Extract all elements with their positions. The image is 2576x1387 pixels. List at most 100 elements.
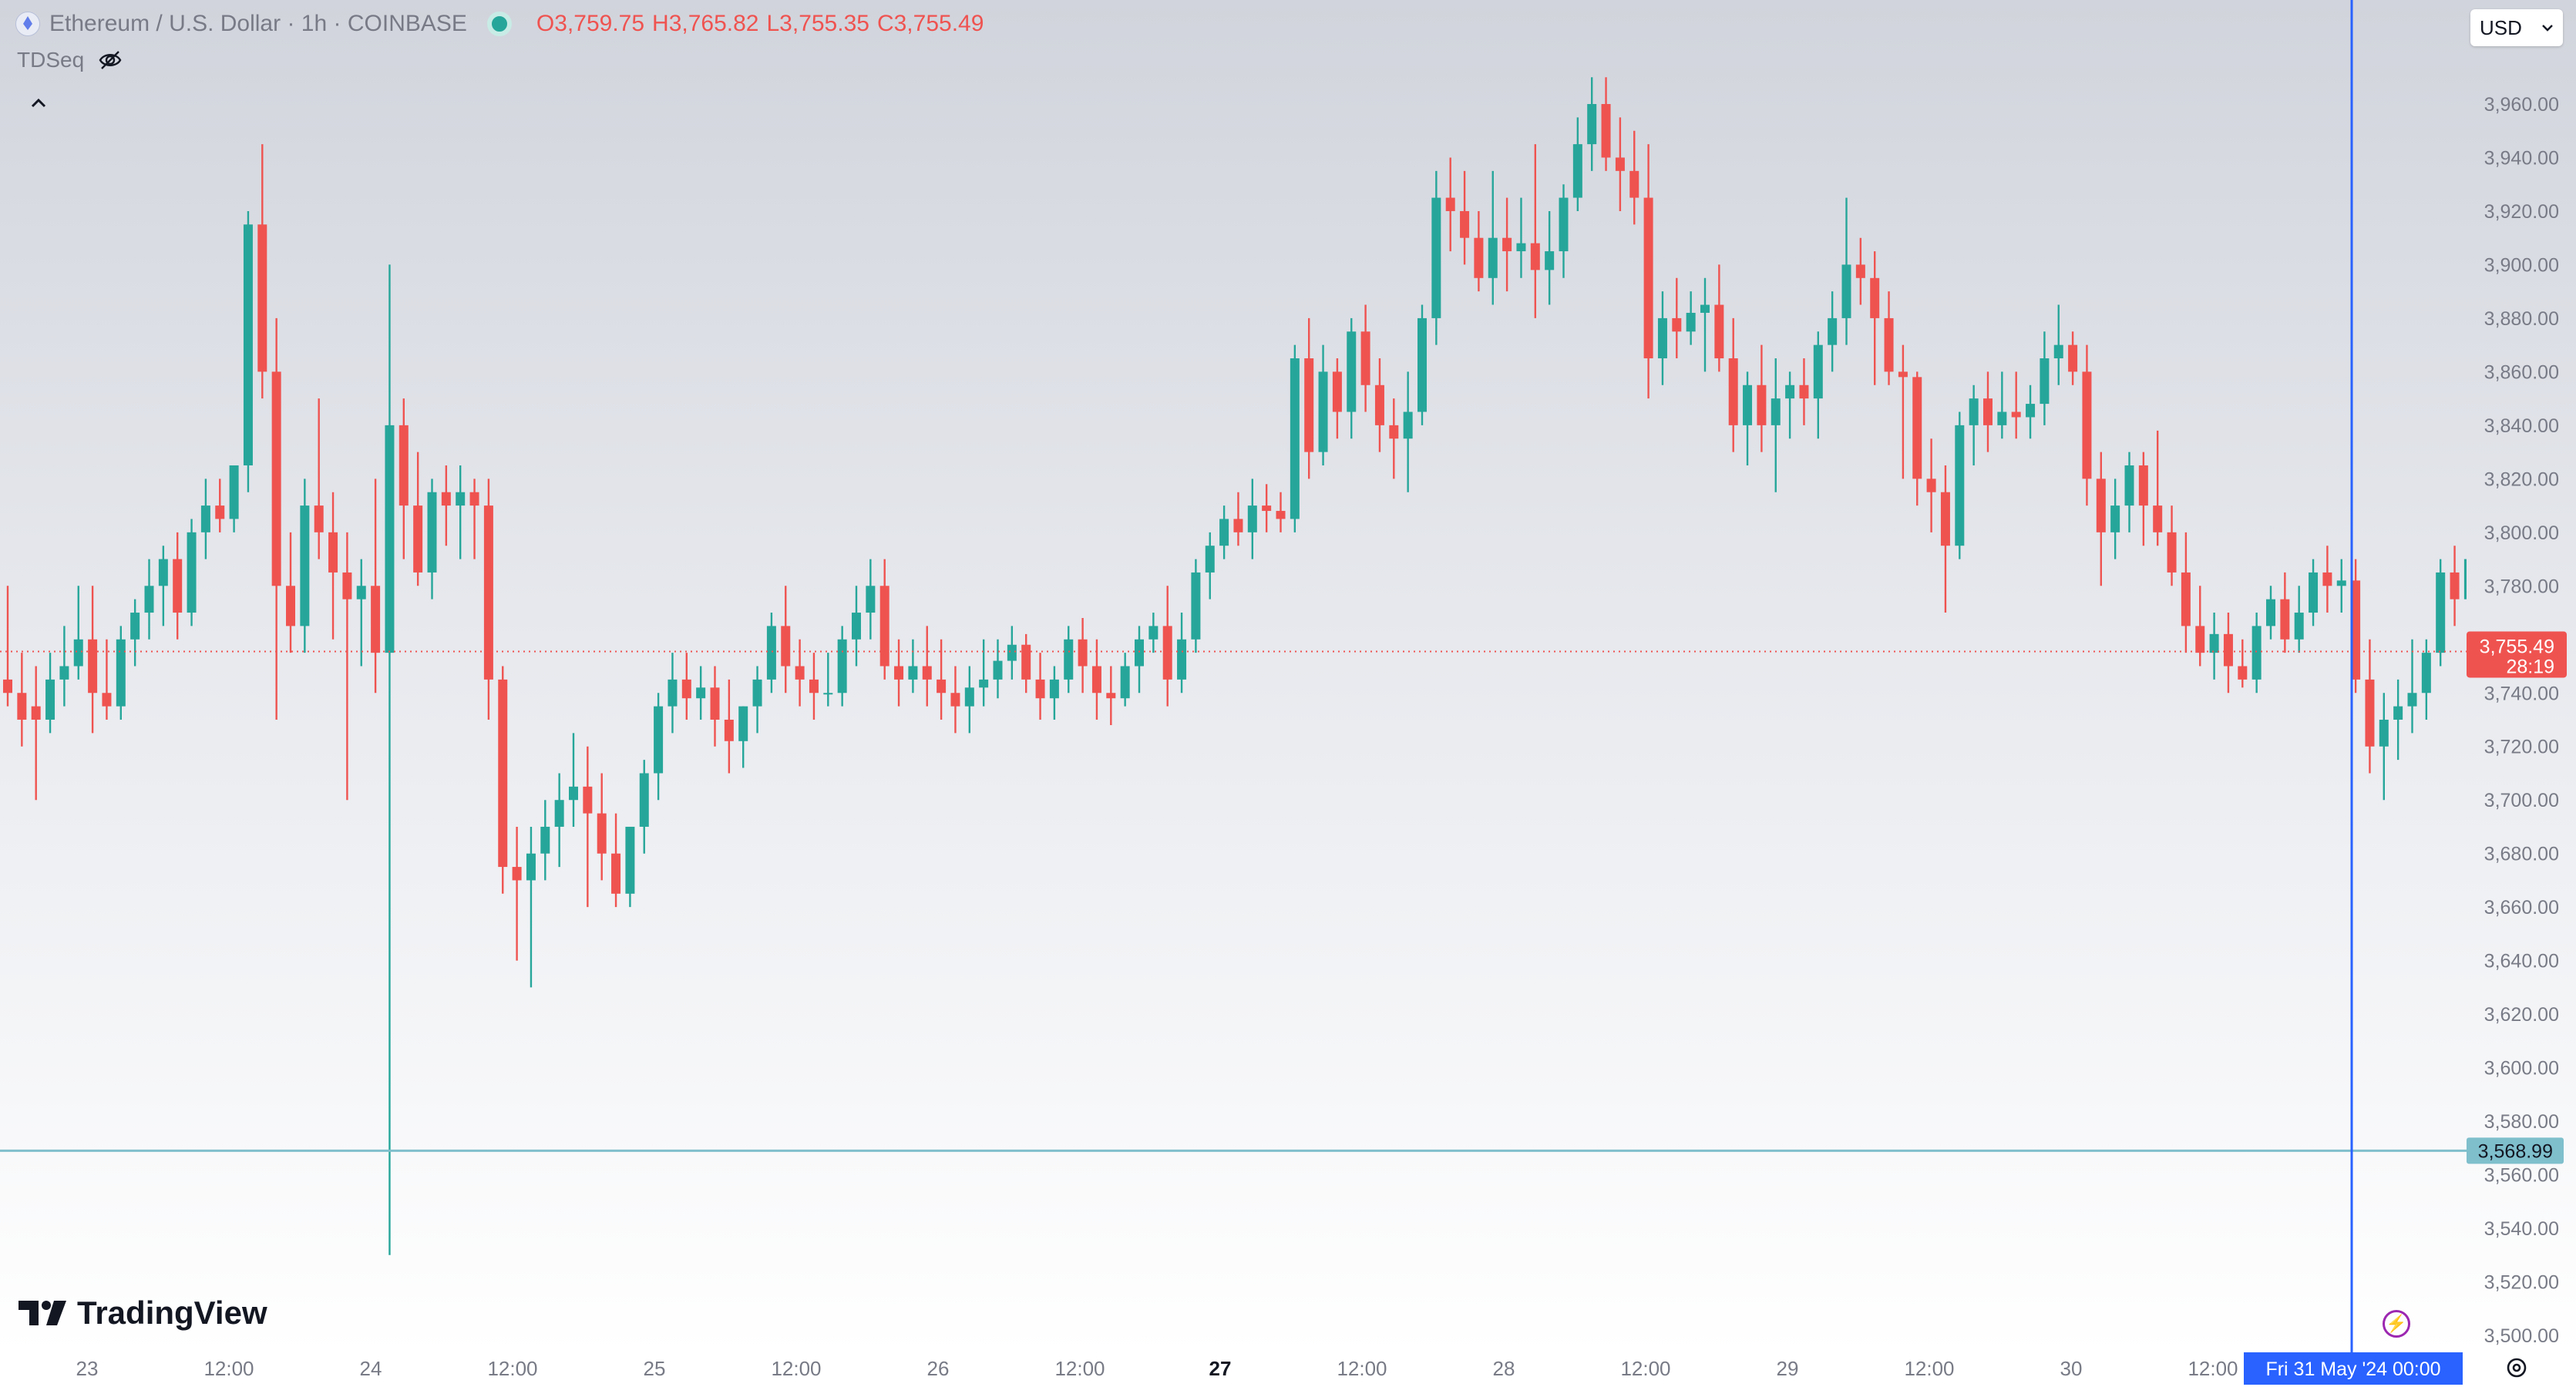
candle [1431, 170, 1441, 345]
high-value: 3,765.82 [668, 11, 759, 36]
candle [611, 813, 621, 908]
price-tick-label: 3,800.00 [2484, 522, 2559, 544]
candle [102, 639, 112, 720]
gear-icon[interactable] [2505, 1356, 2528, 1385]
candle-body [1247, 505, 1257, 532]
candle-body [1855, 264, 1865, 278]
price-tick-label: 3,520.00 [2484, 1272, 2559, 1294]
open-value: 3,759.75 [554, 11, 645, 36]
candle-body [1743, 385, 1753, 425]
candle-body [2266, 599, 2275, 626]
candle-body [2365, 679, 2375, 747]
candle [456, 465, 466, 559]
candle [668, 653, 678, 734]
candle-body [2309, 572, 2319, 613]
candle [2379, 693, 2389, 801]
candle [1191, 559, 1201, 653]
candle-body [2209, 633, 2219, 653]
candle-body [639, 773, 649, 827]
indicator-legend[interactable]: TDSeq [17, 48, 123, 72]
time-tick-label: 12:00 [1054, 1357, 1105, 1380]
candle [2309, 559, 2319, 626]
candle-body [1955, 425, 1965, 546]
crosshair-time-value: Fri 31 May '24 00:00 [2265, 1358, 2440, 1380]
candle-body [1530, 243, 1540, 270]
eye-off-icon[interactable] [98, 49, 123, 71]
candle [1743, 371, 1753, 465]
candle-body [1841, 264, 1851, 318]
chart-pane[interactable] [0, 0, 2467, 1352]
candle-body [1898, 371, 1908, 378]
candle-body [1162, 626, 1172, 680]
candle [1757, 344, 1767, 452]
candle [964, 666, 974, 734]
collapse-legend-button[interactable] [18, 88, 59, 119]
candle-body [1559, 197, 1569, 252]
candle-body [2421, 653, 2431, 694]
currency-select[interactable]: USD [2470, 9, 2563, 46]
candle-body [1714, 304, 1724, 359]
candle [2096, 452, 2106, 586]
low-label: L [766, 11, 780, 36]
price-axis[interactable]: 3,960.00 3,940.00 3,920.00 3,900.00 3,880.00… [2467, 0, 2576, 1352]
candle [993, 639, 1003, 699]
candle [1106, 666, 1116, 725]
market-status-dot[interactable] [486, 12, 512, 36]
hline-price-value: 3,568.99 [2478, 1140, 2553, 1162]
candle-body [371, 586, 381, 653]
candle-body [668, 679, 678, 707]
candle [937, 639, 947, 720]
tradingview-logo[interactable]: TradingView [18, 1295, 267, 1332]
candle-body [2082, 371, 2092, 479]
candle [597, 773, 607, 881]
candle-body [1374, 385, 1384, 425]
candle [795, 639, 805, 707]
candle [866, 559, 876, 640]
candle-body [300, 505, 310, 626]
price-tick-label: 3,640.00 [2484, 951, 2559, 972]
candle [2223, 613, 2233, 694]
candle [59, 626, 69, 707]
candle [441, 465, 451, 546]
candle-body [1572, 144, 1582, 198]
time-axis[interactable]: 23 12:00 24 12:00 25 12:00 26 12:00 27 12:00 28 12:… [0, 1352, 2576, 1387]
candle [1898, 344, 1908, 479]
time-tick-label: 12:00 [203, 1357, 254, 1380]
candle [766, 613, 776, 694]
lightning-icon[interactable]: ⚡ [2383, 1310, 2410, 1338]
candle [17, 653, 27, 747]
symbol-legend: Ethereum / U.S. Dollar · 1h · COINBASE O… [15, 11, 984, 37]
candle [1276, 492, 1286, 532]
candle [229, 465, 239, 532]
exchange-label: COINBASE [347, 11, 467, 36]
symbol-title[interactable]: Ethereum / U.S. Dollar · 1h · COINBASE [15, 11, 467, 37]
candle [1460, 170, 1470, 265]
candle-body [31, 706, 41, 720]
candle-body [894, 666, 904, 680]
candle-body [1290, 358, 1300, 519]
candle-body [795, 666, 805, 680]
candle [2209, 613, 2219, 680]
candle [1488, 170, 1498, 305]
hline-price-label-bg [2467, 1137, 2564, 1164]
candle-body [2238, 666, 2248, 680]
candle [2124, 452, 2134, 532]
candle-body [1276, 511, 1286, 519]
candlestick-chart[interactable] [0, 0, 2467, 1352]
candle-body [469, 492, 479, 506]
candle [639, 760, 649, 854]
candle-body [964, 687, 974, 707]
candle [2181, 532, 2191, 653]
separator: · [287, 11, 295, 36]
candle-body [724, 720, 734, 741]
candle [1926, 438, 1936, 532]
price-tick-label: 3,780.00 [2484, 576, 2559, 597]
candle [823, 653, 833, 707]
candle-body [1516, 243, 1526, 252]
candle-body [88, 639, 98, 694]
candle [1700, 277, 1710, 372]
candle-body [498, 679, 508, 868]
candle [1233, 492, 1243, 546]
candle-body [173, 559, 183, 613]
price-tick-label: 3,900.00 [2484, 254, 2559, 276]
